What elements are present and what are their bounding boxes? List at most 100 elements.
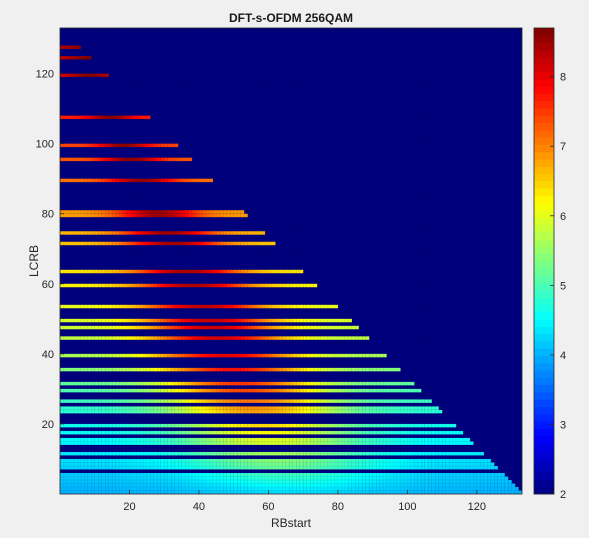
heatmap-cell [428,441,432,445]
heatmap-cell [115,388,120,393]
heatmap-cell [421,437,425,442]
colorbar-segment [534,188,554,196]
heatmap-cell [414,399,418,403]
heatmap-cell [73,325,78,330]
heatmap-cell [66,353,71,358]
heatmap-cell [115,458,120,463]
x-axis-label: RBstart [271,516,312,530]
heatmap-cell [466,462,471,466]
heatmap-cell [278,476,283,480]
heatmap-cell [112,178,116,183]
heatmap-cell [445,437,450,442]
heatmap-cell [129,304,134,309]
heatmap-cell [351,406,356,410]
heatmap-cell [112,472,116,477]
heatmap-cell [247,476,252,480]
heatmap-cell [233,406,238,410]
heatmap-cell [178,178,182,183]
heatmap-cell [428,462,432,466]
heatmap-cell [317,465,321,470]
heatmap-cell [115,241,120,246]
heatmap-cell [230,483,234,487]
heatmap-cell [132,269,137,274]
heatmap-cell [198,451,203,456]
heatmap-cell [237,465,241,470]
heatmap-cell [115,486,120,491]
heatmap-cell [223,318,227,323]
heatmap-cell [209,430,213,435]
heatmap-cell [442,458,446,463]
heatmap-cell [251,353,255,358]
heatmap-cell [407,409,411,414]
heatmap-cell [251,318,255,323]
heatmap-cell [119,213,123,218]
heatmap-cell [358,490,363,494]
colorbar-segment [534,86,554,94]
heatmap-cell [254,458,259,463]
heatmap-cell [219,367,224,372]
heatmap-cell [70,490,75,494]
heatmap-cell [146,437,151,442]
heatmap-cell [195,423,200,428]
heatmap-cell [515,486,519,491]
heatmap-cell [216,241,220,246]
heatmap-cell [126,304,130,309]
heatmap-cell [264,399,269,403]
heatmap-cell [171,269,175,274]
heatmap-cell [324,336,328,340]
heatmap-cell [171,476,175,480]
heatmap-cell [313,472,318,477]
heatmap-cell [94,157,99,162]
heatmap-cell [216,283,220,288]
heatmap-cell [518,490,523,494]
heatmap-cell [230,465,234,470]
heatmap-cell [174,462,179,466]
heatmap-cell [108,472,113,477]
heatmap-cell [230,476,234,480]
heatmap-cell [73,283,78,288]
heatmap-cell [188,476,193,480]
heatmap-cell [146,231,151,235]
heatmap-cell [77,381,81,386]
heatmap-cell [431,441,436,445]
heatmap-cell [348,458,352,463]
heatmap-cell [192,430,196,435]
heatmap-cell [164,437,168,442]
heatmap-cell [84,231,88,235]
heatmap-cell [285,437,290,442]
heatmap-cell [431,430,436,435]
heatmap-cell [230,241,234,246]
heatmap-cell [178,458,182,463]
heatmap-cell [386,458,391,463]
heatmap-cell [462,441,467,445]
heatmap-cell [292,353,297,358]
heatmap-cell [174,283,179,288]
heatmap-cell [105,465,109,470]
heatmap-cell [60,483,64,487]
heatmap-cell [73,423,78,428]
heatmap-cell [160,210,165,214]
heatmap-cell [198,231,203,235]
heatmap-cell [324,465,328,470]
heatmap-cell [278,336,283,340]
heatmap-cell [330,381,335,386]
heatmap-cell [296,325,300,330]
heatmap-cell [60,336,64,340]
heatmap-cell [63,430,68,435]
heatmap-cell [132,381,137,386]
colorbar-segment [534,78,554,87]
heatmap-cell [91,388,95,393]
heatmap-cell [188,269,193,274]
heatmap-cell [459,479,464,484]
y-tick-label: 80 [42,209,54,221]
colorbar-segment [534,261,554,269]
heatmap-cell [365,462,370,466]
heatmap-cell [282,458,286,463]
heatmap-cell [327,465,332,470]
heatmap-cell [174,430,179,435]
heatmap-cell [310,409,314,414]
heatmap-cell [251,483,255,487]
heatmap-cell [417,451,422,456]
heatmap-cell [303,479,307,484]
heatmap-cell [254,353,259,358]
